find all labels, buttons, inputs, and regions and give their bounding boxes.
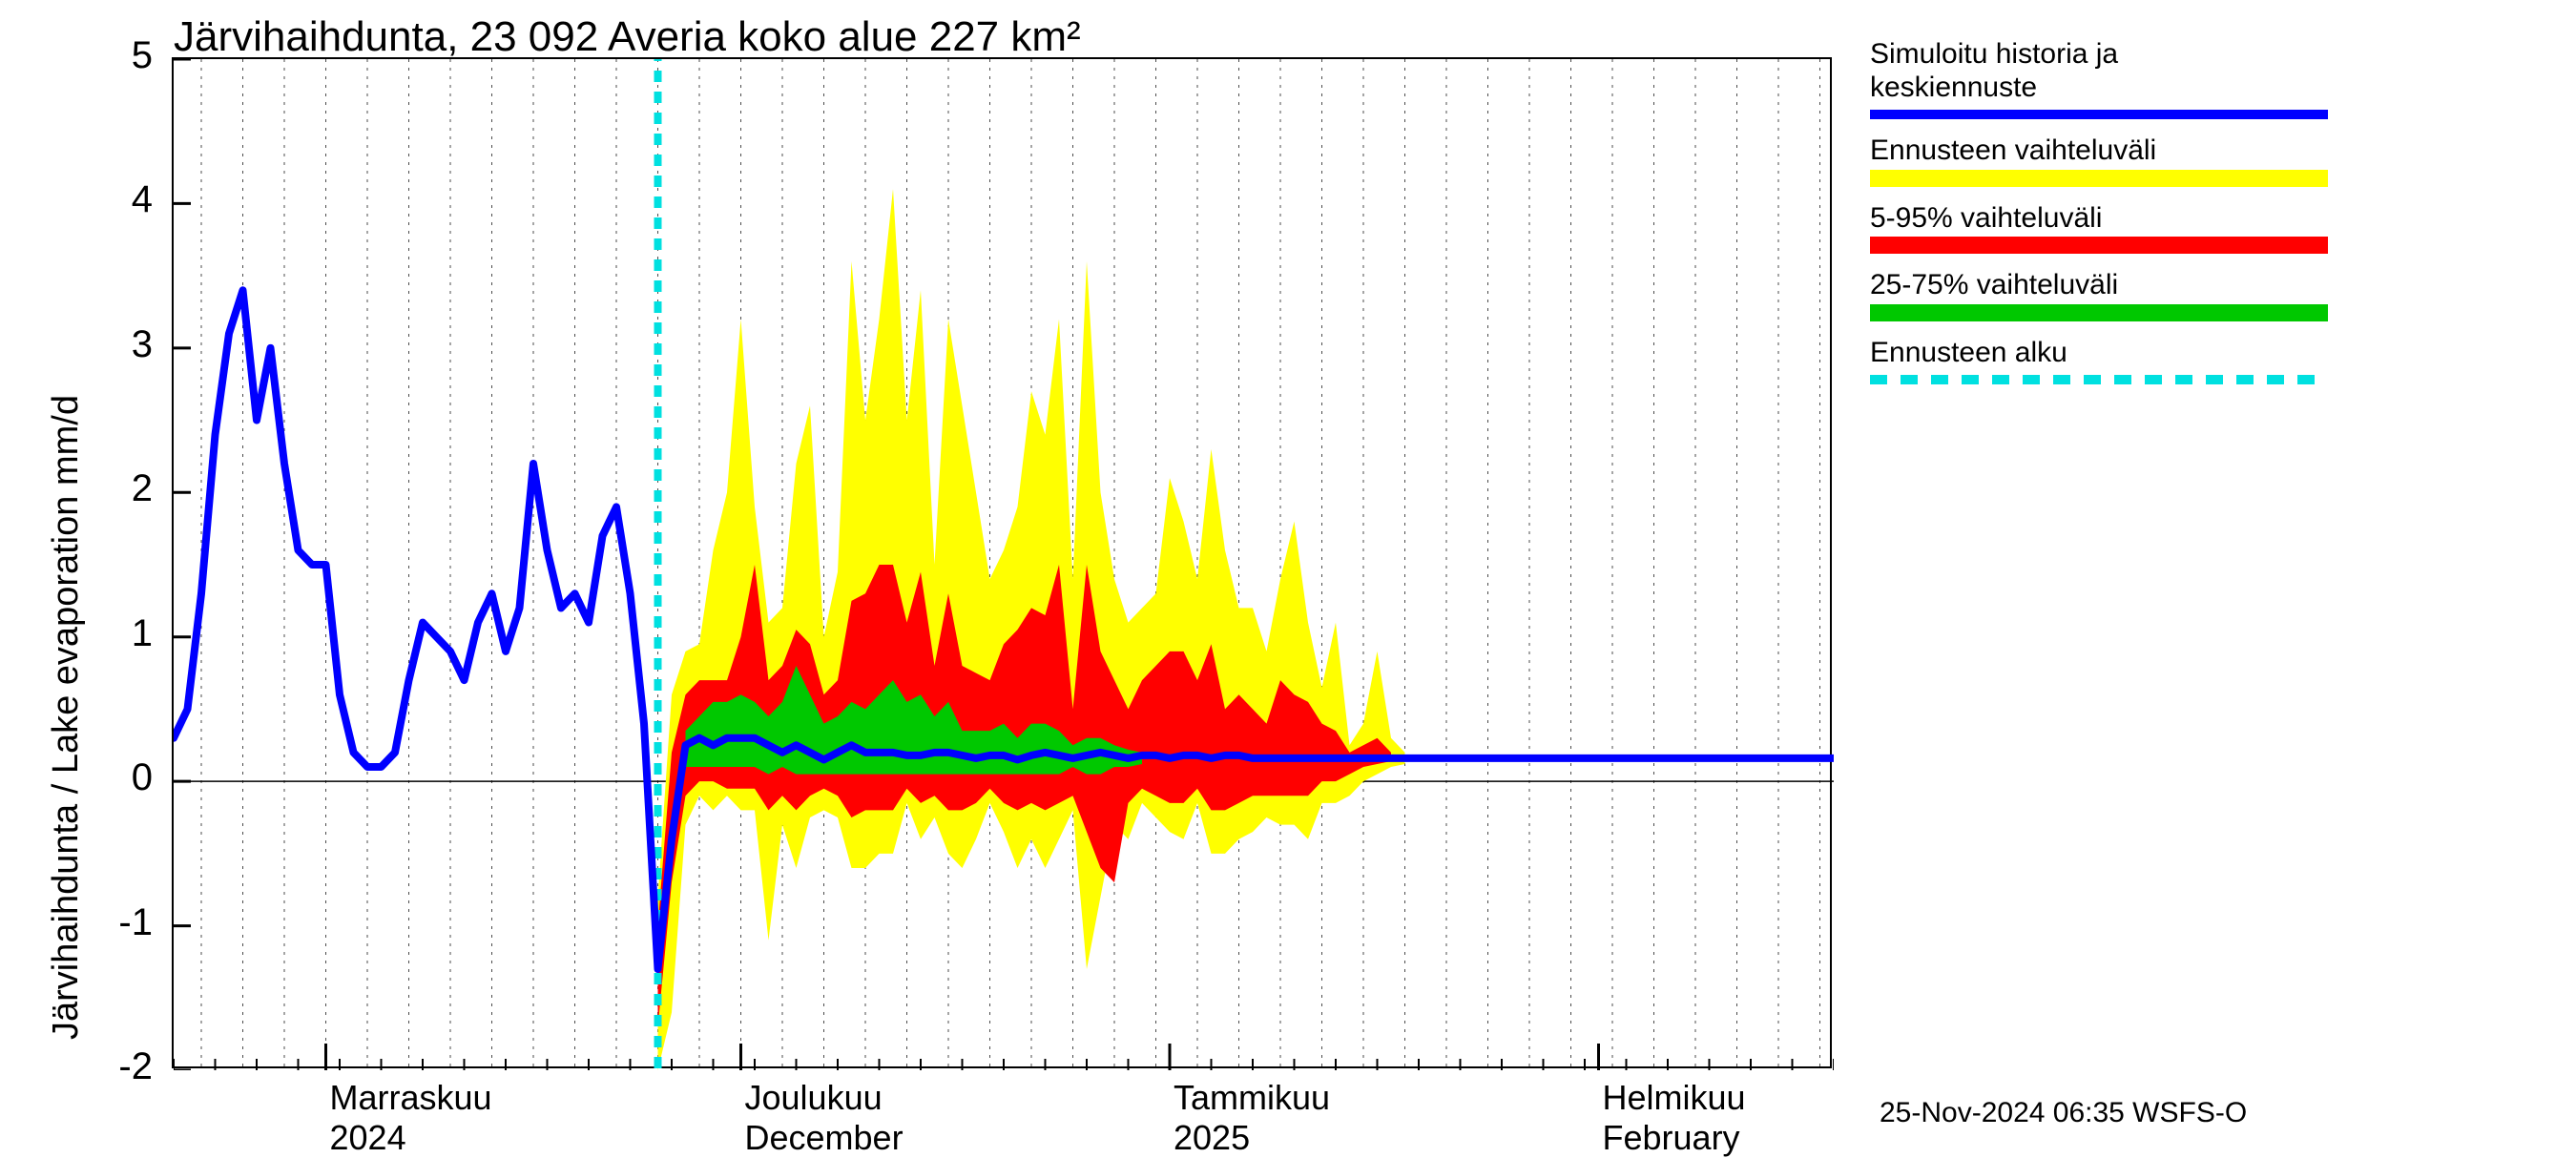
legend-label: 5-95% vaihteluväli (1870, 202, 2328, 236)
xlabel-line1: Helmikuu (1603, 1078, 1746, 1118)
ytick-label: -2 (95, 1045, 153, 1088)
ytick-label: 0 (95, 756, 153, 799)
chart-container: Järvihaihdunta, 23 092 Averia koko alue … (0, 0, 2576, 1145)
xlabel-line1: Tammikuu (1174, 1078, 1330, 1118)
legend-entry: 5-95% vaihteluväli (1870, 202, 2328, 255)
ytick-label: -1 (95, 901, 153, 944)
ytick-label: 3 (95, 323, 153, 366)
plot-svg (174, 59, 1834, 1070)
legend-swatch (1870, 170, 2328, 187)
legend: Simuloitu historia jakeskiennuste Ennuste… (1870, 38, 2328, 400)
ytick-label: 2 (95, 467, 153, 510)
legend-label: keskiennuste (1870, 72, 2328, 105)
legend-swatch (1870, 375, 2328, 384)
xlabel-line1: Joulukuu (745, 1078, 883, 1118)
plot-area (172, 57, 1832, 1068)
ytick-label: 1 (95, 612, 153, 655)
legend-entry: Ennusteen vaihteluväli (1870, 134, 2328, 187)
legend-label: Simuloitu historia ja (1870, 38, 2328, 72)
ytick-label: 5 (95, 34, 153, 77)
legend-swatch (1870, 304, 2328, 321)
xlabel-line2: 2024 (330, 1118, 406, 1158)
legend-entry: Simuloitu historia jakeskiennuste (1870, 38, 2328, 119)
ytick-label: 4 (95, 178, 153, 221)
xlabel-line2: 2025 (1174, 1118, 1250, 1158)
legend-entry: 25-75% vaihteluväli (1870, 269, 2328, 321)
legend-swatch (1870, 237, 2328, 254)
xlabel-line2: February (1603, 1118, 1740, 1158)
legend-label: 25-75% vaihteluväli (1870, 269, 2328, 302)
yaxis-label: Järvihaihdunta / Lake evaporation mm/d (46, 395, 87, 1040)
xlabel-line1: Marraskuu (330, 1078, 492, 1118)
xlabel-line2: December (745, 1118, 904, 1158)
legend-label: Ennusteen vaihteluväli (1870, 134, 2328, 168)
legend-label: Ennusteen alku (1870, 337, 2328, 370)
legend-swatch (1870, 110, 2328, 119)
footer-text: 25-Nov-2024 06:35 WSFS-O (1880, 1097, 2247, 1129)
legend-entry: Ennusteen alku (1870, 337, 2328, 385)
chart-title: Järvihaihdunta, 23 092 Averia koko alue … (174, 13, 1081, 61)
